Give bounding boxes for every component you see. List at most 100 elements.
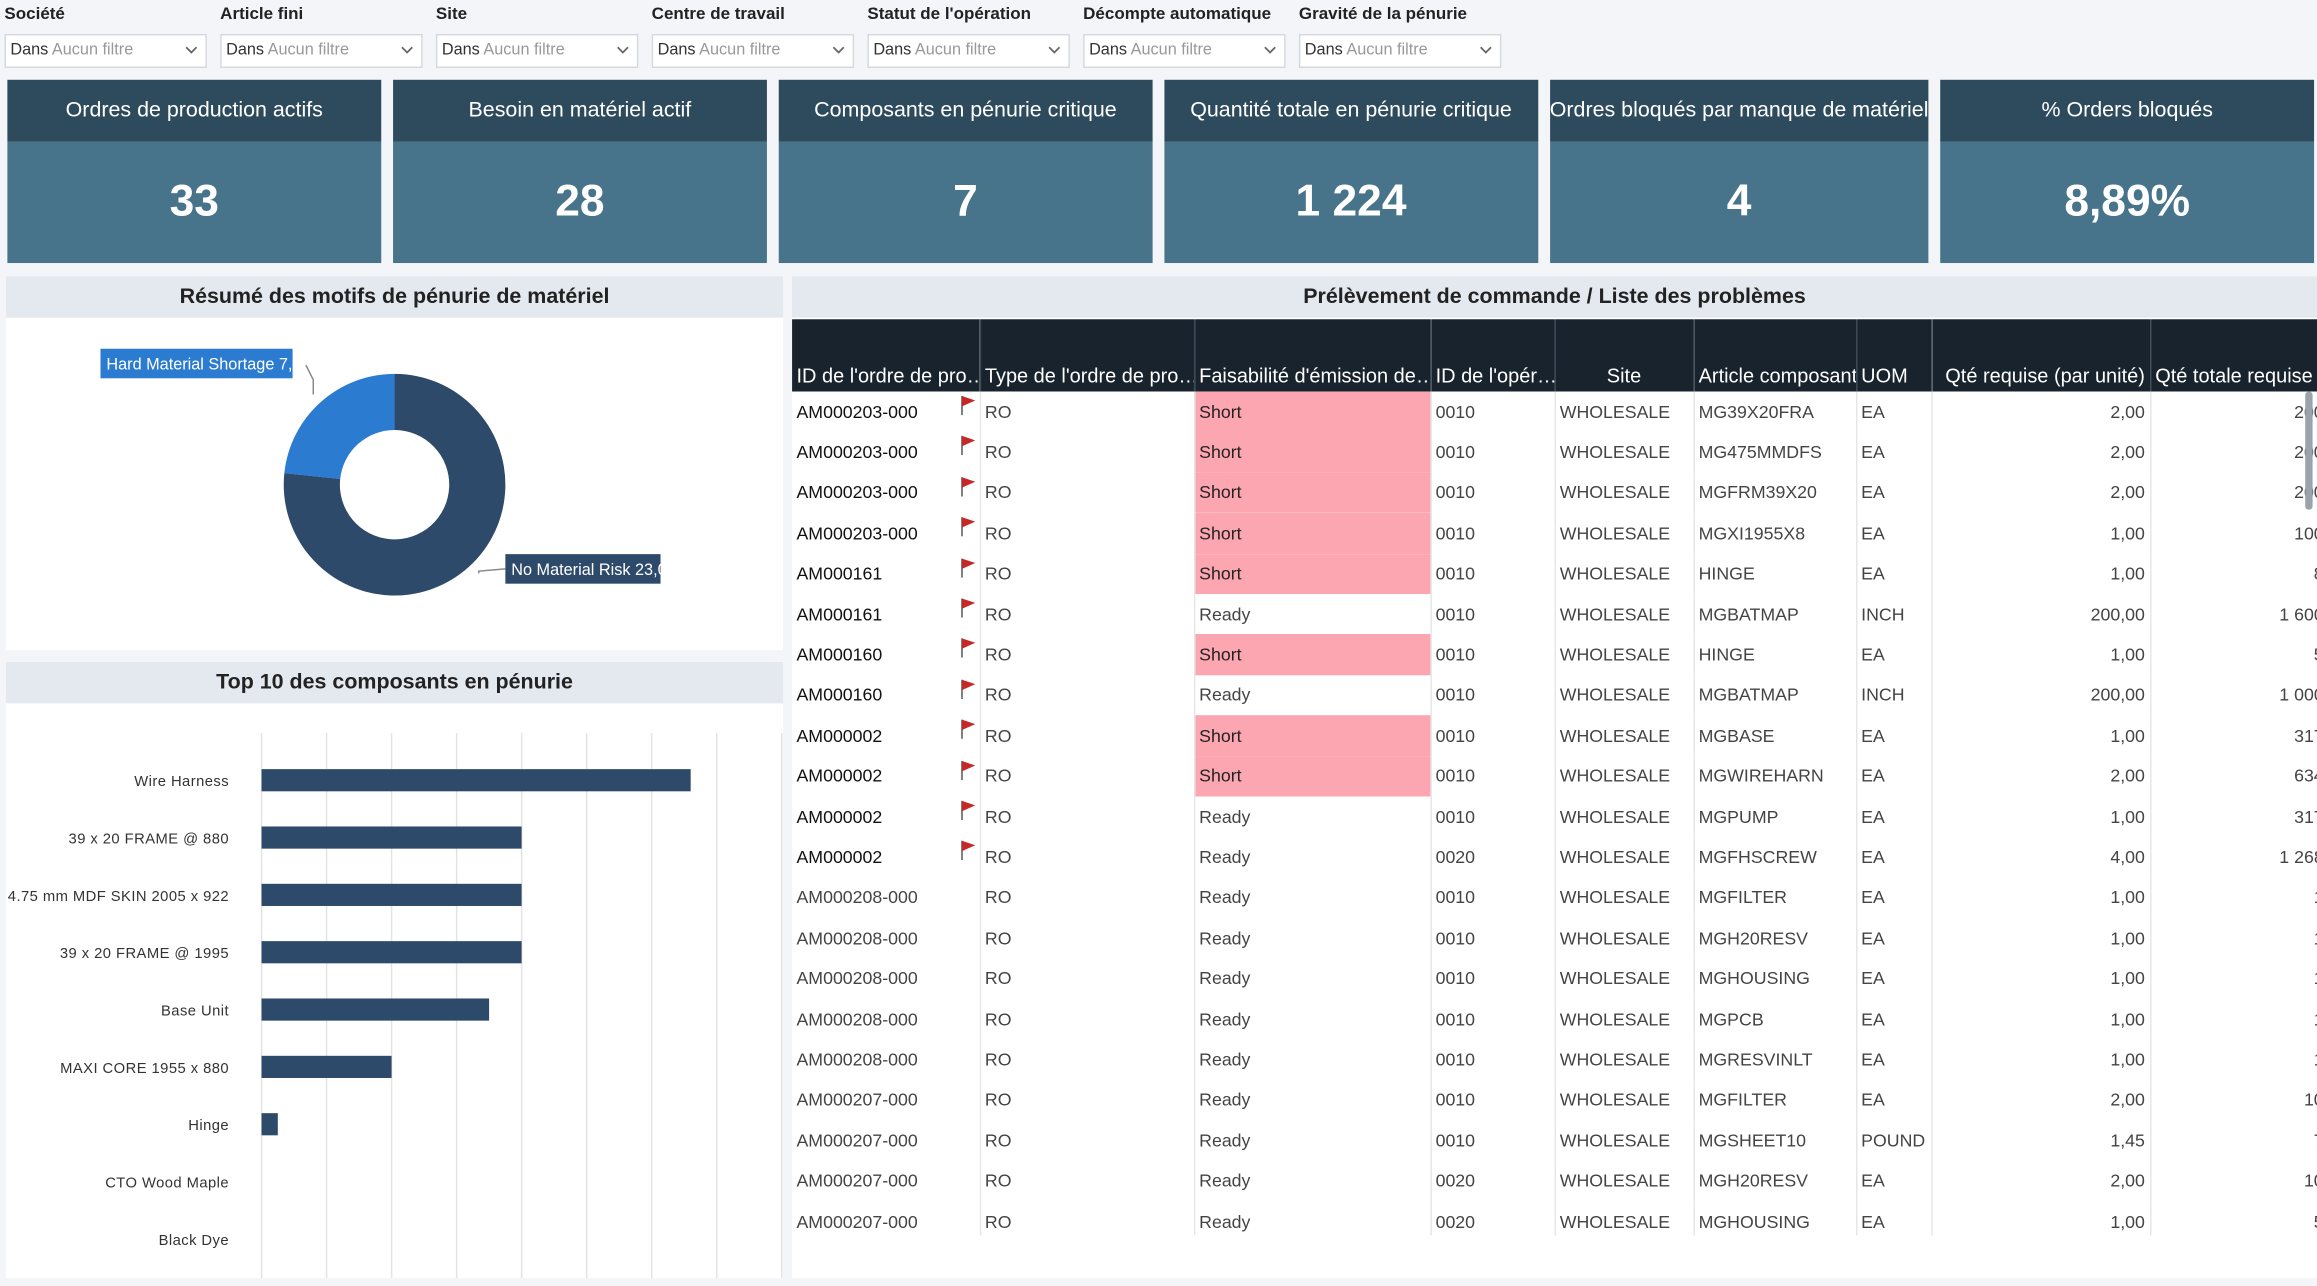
category-label: Base Unit (161, 1003, 229, 1019)
table-row: AM000208-000 RO Ready 0010 WHOLESALE MGFILTER… (792, 877, 2317, 918)
table-cell: AM000207-000 (792, 1160, 981, 1202)
table-cell: RO (979, 1039, 1195, 1080)
table-cell: 1 (2150, 998, 2317, 1040)
column-header: UOM (1855, 319, 1933, 392)
label-name: Hard Material Shortage (106, 355, 274, 373)
donut-slice (284, 373, 395, 479)
table-cell: MG475MMDFS (1693, 432, 1857, 473)
table-cell: Short (1193, 472, 1432, 514)
table-cell: WHOLESALE (1554, 917, 1695, 959)
table-cell: EA (1855, 877, 1933, 918)
chevron (185, 46, 198, 54)
table-cell: MG39X20FRA (1693, 391, 1857, 433)
table-cell: 0010 (1430, 755, 1556, 797)
table-panel: Prélèvement de commande / Liste des prob… (792, 276, 2317, 1279)
chevron-path (832, 46, 845, 54)
table-row: AM000203-000 RO Short 0010 WHOLESALE MG39X20F… (792, 391, 2317, 433)
chevron-path (401, 46, 413, 54)
table-cell: AM000002 (792, 796, 981, 837)
table-cell: RO (979, 634, 1195, 675)
column-header: Type de l'ordre de pro… (979, 319, 1195, 392)
flag-icon (960, 436, 975, 456)
flag-icon (960, 679, 975, 699)
filter-dropdown[interactable]: Dans Aucun filtre (1083, 33, 1286, 68)
table-cell: Short (1193, 715, 1432, 756)
table-cell: 2,00 (1931, 432, 2151, 473)
filter-value: Aucun filtre (483, 41, 565, 60)
table-cell: 200 (2150, 472, 2317, 514)
table-cell: 0010 (1430, 998, 1556, 1040)
table-row: AM000203-000 RO Short 0010 WHOLESALE MGFRM39X… (792, 472, 2317, 514)
scrollbar[interactable] (2305, 391, 2313, 510)
chevron-path (185, 46, 198, 54)
flag-cloth (961, 436, 975, 447)
table-cell: AM000203-000 (792, 432, 981, 473)
filter-dropdown[interactable]: Dans Aucun filtre (4, 33, 207, 68)
table-cell: 2,00 (1931, 755, 2151, 797)
table-cell: EA (1855, 1079, 1933, 1121)
filter-prefix: Dans (657, 41, 696, 60)
filter: Décompte automatique Dans Aucun filtre (1083, 5, 1286, 68)
filter-value: Aucun filtre (1130, 41, 1212, 60)
category-label: Hinge (188, 1118, 229, 1134)
table-cell: EA (1855, 553, 1933, 594)
table-cell: RO (979, 432, 1195, 473)
table-cell: EA (1855, 958, 1933, 999)
table-cell: EA (1855, 796, 1933, 837)
filter-dropdown[interactable]: Dans Aucun filtre (220, 33, 423, 68)
table-cell: Short (1193, 553, 1432, 594)
filter-dropdown[interactable]: Dans Aucun filtre (435, 33, 639, 68)
table-cell: RO (979, 513, 1195, 554)
table-cell: RO (979, 796, 1195, 837)
table-viewport: ID de l'ordre de pro… Type de l'ordre de … (792, 319, 2317, 1236)
filter-dropdown[interactable]: Dans Aucun filtre (867, 33, 1070, 68)
kpi-title: Composants en pénurie critique (778, 79, 1153, 142)
flag-icon (960, 719, 975, 740)
table-cell: MGH20RESV (1693, 917, 1857, 959)
filter: Société Dans Aucun filtre (4, 6, 207, 68)
table-row: AM000207-000 RO Ready 0020 WHOLESALE MGHOUSIN… (792, 1201, 2317, 1236)
table-cell: 0010 (1430, 391, 1556, 433)
table-cell: MGXI1955X8 (1693, 513, 1857, 554)
table-cell: RO (979, 715, 1195, 756)
data-label: Hard Material Shortage 7,0 (106, 355, 301, 373)
table-cell: 2,00 (1931, 1079, 2151, 1121)
table-cell: WHOLESALE (1554, 1160, 1695, 1202)
table-cell: 0010 (1430, 593, 1556, 635)
filter-value: Aucun filtre (51, 41, 134, 60)
table-cell: EA (1855, 513, 1933, 554)
filter-dropdown[interactable]: Dans Aucun filtre (1298, 33, 1502, 68)
filter-dropdown[interactable]: Dans Aucun filtre (651, 33, 855, 68)
table-cell: AM000160 (792, 634, 981, 675)
filter-label: Décompte automatique (1083, 5, 1272, 24)
category-label: 4.75 mm MDF SKIN 2005 x 922 (8, 889, 229, 905)
table-cell: 1,00 (1931, 1201, 2151, 1236)
table-row: AM000203-000 RO Short 0010 WHOLESALE MGXI1955… (792, 513, 2317, 554)
flag-icon (960, 517, 975, 537)
filter: Site Dans Aucun filtre (435, 6, 639, 68)
table-cell: RO (979, 472, 1195, 514)
table-cell: 1 (2150, 877, 2317, 918)
panel-title: Prélèvement de commande / Liste des prob… (792, 276, 2317, 318)
category-label: 39 x 20 FRAME @ 1995 (60, 946, 229, 962)
table-cell: MGWIREHARN (1693, 755, 1857, 797)
table-cell: 1 (2150, 1039, 2317, 1080)
table-cell: 1 (2150, 958, 2317, 999)
kpi-value: 7 (778, 141, 1153, 264)
category-label: MAXI CORE 1955 x 880 (60, 1061, 229, 1077)
table-cell: RO (979, 917, 1195, 959)
column-header: Qté requise (par unité) (1931, 319, 2151, 392)
table-cell: EA (1855, 1160, 1933, 1202)
table-cell: RO (979, 755, 1195, 797)
table-cell: RO (979, 836, 1195, 878)
flag-icon (960, 800, 975, 820)
flag-cloth (961, 760, 975, 771)
table-cell: RO (979, 593, 1195, 635)
table-cell: HINGE (1693, 553, 1857, 594)
table-cell: MGBATMAP (1693, 593, 1857, 635)
table-cell: AM000208-000 (792, 998, 981, 1040)
table-row: AM000002 RO Ready 0020 WHOLESALE MGFHSCREW EA 4… (792, 836, 2317, 878)
kpi-card: Quantité totale en pénurie critique 1 224 (1164, 79, 1538, 264)
table-cell: AM000203-000 (792, 391, 981, 433)
filter: Centre de travail Dans Aucun filtre (651, 6, 855, 68)
